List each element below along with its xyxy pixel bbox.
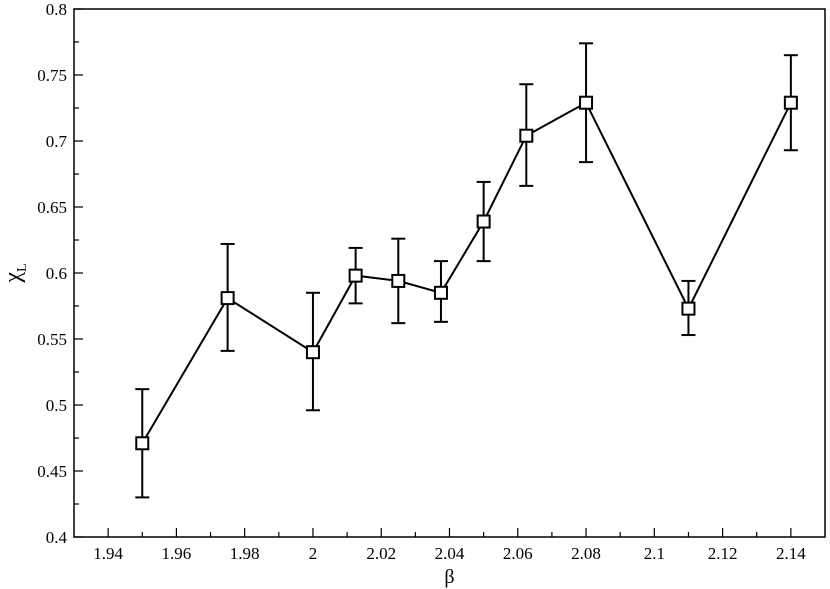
y-tick-label: 0.45	[37, 462, 67, 481]
x-tick-label: 1.98	[230, 544, 260, 563]
data-point-marker	[681, 301, 696, 316]
series	[135, 42, 798, 499]
y-axis-label-subscript: L	[15, 263, 30, 272]
x-tick-label: 1.94	[93, 544, 123, 563]
y-tick-label: 0.6	[46, 264, 67, 283]
data-point-marker	[305, 345, 320, 360]
x-tick-label: 2.02	[366, 544, 396, 563]
x-tick-label: 1.96	[162, 544, 192, 563]
y-tick-label: 0.4	[46, 528, 68, 547]
x-tick-label: 2.08	[571, 544, 601, 563]
y-tick-label: 0.8	[46, 0, 67, 19]
y-tick-label: 0.75	[37, 66, 67, 85]
x-tick-label: 2	[309, 544, 318, 563]
x-tick-label: 2.12	[708, 544, 738, 563]
x-tick-label: 2.14	[776, 544, 806, 563]
x-axis: 1.94 1.96 1.98 2 2.02 2.04 2.06 2.08 2.1 2.12 2.14	[93, 528, 806, 563]
data-point-marker	[476, 214, 491, 229]
y-axis-label: χL	[0, 263, 30, 283]
plot-frame	[73, 8, 826, 538]
y-tick-label: 0.7	[46, 132, 68, 151]
data-point-marker	[135, 436, 150, 451]
series-line	[141, 101, 792, 444]
data-point-marker	[783, 95, 798, 110]
x-tick-label: 2.1	[644, 544, 665, 563]
data-point-marker	[519, 128, 534, 143]
data-point-marker	[433, 285, 448, 300]
x-axis-label: β	[444, 566, 454, 588]
data-point-marker	[220, 291, 235, 306]
y-axis-label-symbol: χ	[0, 272, 26, 284]
x-tick-label: 2.04	[435, 544, 465, 563]
y-tick-label: 0.5	[46, 396, 67, 415]
y-tick-label: 0.65	[37, 198, 67, 217]
data-point-marker	[579, 95, 594, 110]
y-axis: 0.4 0.45 0.5 0.55 0.6 0.65 0.7 0.75 0.8	[37, 0, 83, 547]
data-point-marker	[391, 273, 406, 288]
data-point-marker	[348, 268, 363, 283]
y-tick-label: 0.55	[37, 330, 67, 349]
x-tick-label: 2.06	[503, 544, 533, 563]
